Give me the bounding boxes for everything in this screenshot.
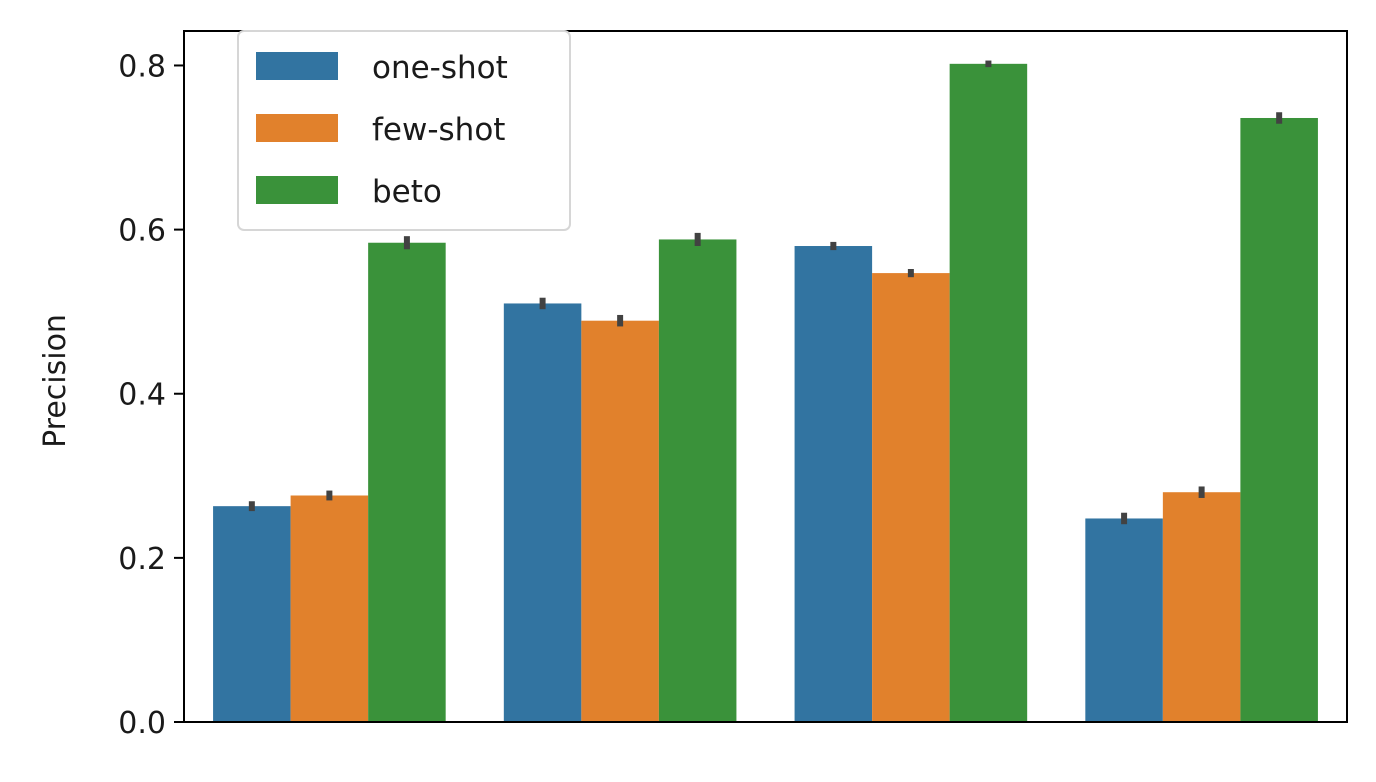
bar-beto-3 — [1240, 117, 1318, 723]
bar-one-shot-3 — [1085, 518, 1163, 722]
bar-few-shot-0 — [290, 495, 369, 722]
bar-few-shot-3 — [1162, 492, 1241, 722]
legend-label-one-shot: one-shot — [372, 50, 508, 86]
bar-one-shot-0 — [213, 506, 291, 722]
bar-beto-2 — [949, 63, 1028, 723]
legend-swatch-beto — [256, 176, 338, 204]
y-tick-label-3: 0.6 — [118, 214, 166, 249]
legend-swatch-one-shot — [256, 52, 338, 80]
legend-label-few-shot: few-shot — [372, 112, 505, 148]
legend-swatch-few-shot — [256, 114, 338, 142]
y-tick-label-1: 0.2 — [118, 542, 166, 577]
y-tick-label-0: 0.0 — [118, 706, 166, 741]
bar-few-shot-2 — [872, 273, 950, 722]
y-axis-label: Precision — [38, 314, 73, 448]
y-tick-label-2: 0.4 — [118, 378, 166, 413]
plot-frame — [183, 30, 1348, 723]
bar-one-shot-2 — [794, 246, 873, 722]
bar-beto-1 — [658, 239, 737, 723]
bar-beto-0 — [368, 242, 446, 722]
legend-label-beto: beto — [372, 174, 442, 210]
bar-one-shot-1 — [503, 303, 582, 722]
bar-few-shot-1 — [581, 320, 659, 722]
y-tick-label-4: 0.8 — [118, 49, 166, 84]
